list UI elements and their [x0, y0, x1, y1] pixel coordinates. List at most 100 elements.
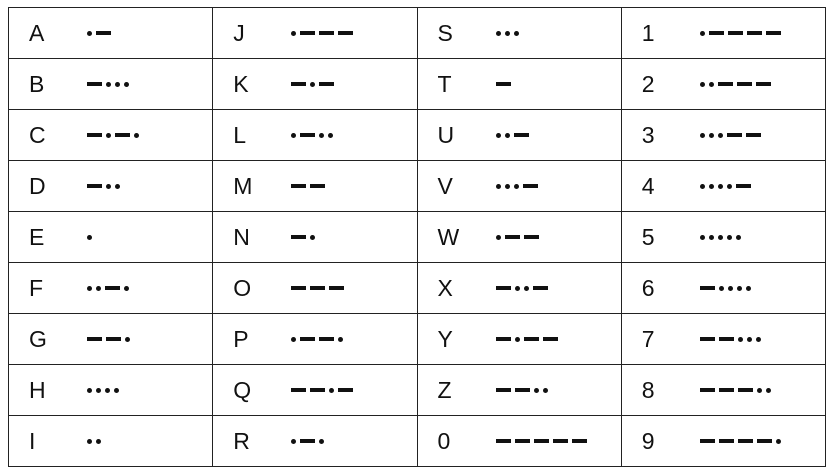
morse-dot: [319, 132, 325, 138]
morse-dash: [552, 439, 568, 443]
morse-dot: [87, 30, 92, 36]
morse-dash: [746, 31, 762, 35]
morse-dash: [291, 235, 307, 239]
morse-cell: E: [7, 211, 214, 263]
morse-code: [291, 387, 354, 393]
morse-dot: [495, 234, 501, 240]
table-row: I R 0 9: [7, 415, 827, 467]
morse-code: [495, 183, 538, 189]
morse-dot: [495, 132, 501, 138]
morse-dash: [495, 337, 511, 341]
morse-cell: G: [7, 313, 214, 365]
morse-dash: [319, 337, 335, 341]
morse-dot: [513, 30, 519, 36]
morse-dot: [708, 183, 714, 189]
morse-dot: [699, 81, 705, 87]
morse-dot: [96, 387, 101, 393]
morse-dot: [708, 234, 714, 240]
morse-dash: [514, 439, 530, 443]
character: 8: [641, 376, 655, 403]
morse-dash: [319, 82, 335, 86]
morse-code: [87, 81, 129, 87]
character: Y: [437, 325, 453, 352]
morse-dash: [495, 439, 511, 443]
morse-dash: [513, 133, 529, 137]
character: E: [29, 223, 45, 250]
morse-dot: [717, 132, 723, 138]
morse-dash: [495, 388, 511, 392]
morse-dot: [542, 387, 548, 393]
morse-cell: A: [7, 7, 214, 59]
morse-dash: [291, 82, 307, 86]
morse-dot: [125, 336, 130, 342]
morse-dot: [514, 285, 520, 291]
morse-dash: [115, 133, 130, 137]
morse-code: [87, 387, 119, 393]
morse-code: [87, 30, 111, 36]
morse-dot: [338, 336, 344, 342]
morse-dot: [699, 234, 705, 240]
morse-code: [699, 234, 741, 240]
morse-dot: [513, 183, 519, 189]
character: C: [29, 121, 46, 148]
morse-dot: [727, 285, 733, 291]
morse-dash: [514, 388, 530, 392]
morse-cell: N: [212, 211, 418, 263]
morse-cell: 7: [620, 313, 827, 365]
morse-cell: B: [7, 58, 214, 110]
table-row: F O X 6: [7, 262, 827, 314]
morse-dash: [319, 31, 335, 35]
morse-dash: [571, 439, 587, 443]
morse-cell: 1: [620, 7, 827, 59]
morse-dash: [105, 286, 120, 290]
morse-cell: Q: [212, 364, 418, 416]
character: 6: [641, 274, 655, 301]
character: U: [437, 121, 455, 148]
morse-dash: [96, 31, 111, 35]
morse-dash: [533, 439, 549, 443]
morse-dash: [300, 439, 316, 443]
morse-dash: [699, 286, 715, 290]
morse-dash: [699, 388, 715, 392]
morse-code: [699, 132, 761, 138]
character: 2: [641, 70, 655, 97]
morse-dash: [745, 133, 761, 137]
character: O: [233, 274, 252, 301]
morse-cell: K: [212, 58, 418, 110]
morse-dot: [746, 336, 752, 342]
character: Z: [437, 376, 452, 403]
morse-dash: [329, 286, 345, 290]
character: L: [233, 121, 247, 148]
morse-dash: [87, 184, 102, 188]
morse-dash: [87, 133, 102, 137]
morse-dot: [708, 132, 714, 138]
morse-code: [699, 30, 781, 36]
morse-code: [291, 81, 335, 87]
morse-cell: F: [7, 262, 214, 314]
morse-code: [495, 30, 519, 36]
morse-dash: [504, 235, 520, 239]
character: 9: [641, 427, 655, 454]
morse-code: [291, 184, 326, 188]
morse-dot: [765, 387, 771, 393]
morse-dot: [699, 183, 705, 189]
morse-dash: [291, 286, 307, 290]
character: M: [233, 172, 253, 199]
morse-dash: [495, 82, 511, 86]
morse-dot: [756, 387, 762, 393]
morse-dot: [726, 183, 732, 189]
morse-code: [87, 336, 130, 342]
morse-cell: P: [212, 313, 418, 365]
morse-cell: Z: [416, 364, 622, 416]
morse-dash: [495, 286, 511, 290]
morse-dot: [745, 285, 751, 291]
morse-dash: [542, 337, 558, 341]
morse-code: [495, 234, 539, 240]
morse-cell: O: [212, 262, 418, 314]
character: J: [233, 19, 245, 46]
character: A: [29, 19, 45, 46]
morse-dash: [737, 439, 753, 443]
morse-cell: 8: [620, 364, 827, 416]
morse-dot: [96, 285, 101, 291]
morse-dash: [736, 82, 752, 86]
